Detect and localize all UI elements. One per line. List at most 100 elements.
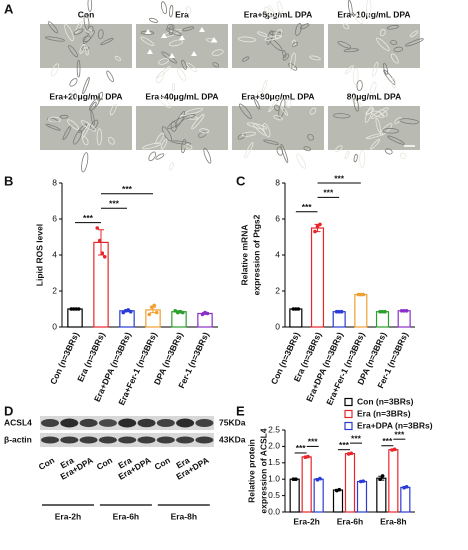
cell bbox=[286, 97, 292, 108]
cell bbox=[47, 21, 59, 34]
significance-label: *** bbox=[394, 429, 405, 439]
cell bbox=[237, 133, 246, 140]
cell bbox=[371, 110, 385, 118]
cell bbox=[254, 98, 261, 110]
y-tick-label: 8 bbox=[275, 177, 280, 187]
cell bbox=[175, 110, 186, 128]
cell bbox=[205, 38, 218, 44]
cell bbox=[332, 113, 351, 119]
cell bbox=[353, 153, 358, 163]
cell bbox=[165, 27, 182, 37]
cell bbox=[299, 23, 310, 30]
y-tick-label: 6 bbox=[52, 213, 57, 223]
bar bbox=[67, 308, 83, 328]
cell bbox=[280, 143, 289, 163]
cell bbox=[50, 63, 60, 77]
cell bbox=[376, 37, 390, 52]
arrowhead bbox=[161, 33, 167, 38]
cell bbox=[211, 49, 224, 57]
image-label: 80μg/mL DPA bbox=[347, 91, 401, 101]
cell bbox=[295, 23, 302, 36]
data-point bbox=[404, 309, 409, 313]
cell bbox=[161, 126, 172, 142]
cell bbox=[352, 67, 359, 85]
cell bbox=[238, 103, 252, 119]
data-point bbox=[291, 307, 296, 311]
cell bbox=[266, 30, 274, 45]
y-tick-label: 0.0 bbox=[268, 506, 280, 516]
micrograph bbox=[232, 106, 324, 150]
band bbox=[176, 418, 195, 428]
cell bbox=[183, 114, 196, 120]
cell bbox=[171, 83, 176, 92]
significance-label: *** bbox=[109, 198, 120, 208]
bar bbox=[376, 477, 387, 513]
cell bbox=[170, 121, 177, 132]
cell bbox=[353, 12, 364, 25]
cell bbox=[184, 144, 193, 150]
micrograph bbox=[328, 106, 420, 150]
data-point bbox=[205, 311, 210, 316]
band bbox=[60, 418, 79, 428]
cell bbox=[148, 17, 159, 23]
y-tick-label: 0 bbox=[52, 321, 57, 331]
cell bbox=[171, 140, 192, 145]
cell bbox=[394, 117, 402, 124]
data-point bbox=[380, 309, 385, 314]
x-tick-label: Era-8h bbox=[380, 516, 406, 526]
data-point bbox=[100, 251, 105, 255]
x-tick-label: Era-2h bbox=[293, 516, 319, 526]
band bbox=[156, 436, 175, 444]
arrowhead bbox=[145, 29, 151, 34]
cell bbox=[343, 48, 359, 53]
cell bbox=[291, 41, 299, 47]
panel-letter: A bbox=[4, 1, 14, 16]
bar bbox=[301, 456, 312, 513]
band bbox=[156, 418, 175, 428]
cell bbox=[48, 116, 61, 123]
cell bbox=[168, 25, 174, 36]
micrograph bbox=[232, 24, 324, 68]
y-tick-label: 6 bbox=[275, 213, 280, 223]
cell bbox=[85, 46, 89, 56]
cell bbox=[160, 138, 168, 150]
legend-swatch bbox=[344, 409, 353, 419]
cell bbox=[262, 11, 269, 20]
bar bbox=[197, 312, 213, 328]
cell bbox=[242, 56, 250, 62]
data-point bbox=[313, 229, 317, 234]
cell bbox=[83, 13, 90, 30]
data-point bbox=[383, 309, 387, 314]
data-point bbox=[378, 309, 382, 314]
significance-label: *** bbox=[122, 184, 133, 194]
cell bbox=[309, 55, 321, 61]
data-point bbox=[349, 451, 354, 456]
band bbox=[137, 418, 156, 428]
significance-label: *** bbox=[382, 436, 393, 446]
cell bbox=[370, 139, 380, 150]
lane-label: Con bbox=[95, 455, 114, 472]
cell bbox=[212, 62, 220, 68]
cell bbox=[90, 110, 95, 126]
group-label: Era-6h bbox=[113, 511, 139, 521]
arrowhead bbox=[199, 27, 205, 32]
data-point bbox=[402, 309, 406, 313]
cell bbox=[181, 138, 187, 154]
cell bbox=[185, 107, 204, 115]
cell bbox=[262, 123, 271, 138]
data-point bbox=[74, 307, 79, 311]
bar bbox=[332, 311, 346, 328]
cell bbox=[97, 91, 104, 102]
panel-letter: B bbox=[4, 173, 13, 188]
arrowhead bbox=[191, 51, 197, 56]
bar bbox=[375, 311, 390, 328]
cell bbox=[100, 37, 114, 46]
cell bbox=[73, 129, 83, 145]
cell bbox=[370, 107, 389, 119]
cell bbox=[69, 78, 78, 87]
data-point bbox=[149, 305, 154, 310]
significance-label: *** bbox=[302, 202, 313, 212]
cell bbox=[342, 23, 350, 30]
cell bbox=[399, 118, 420, 125]
